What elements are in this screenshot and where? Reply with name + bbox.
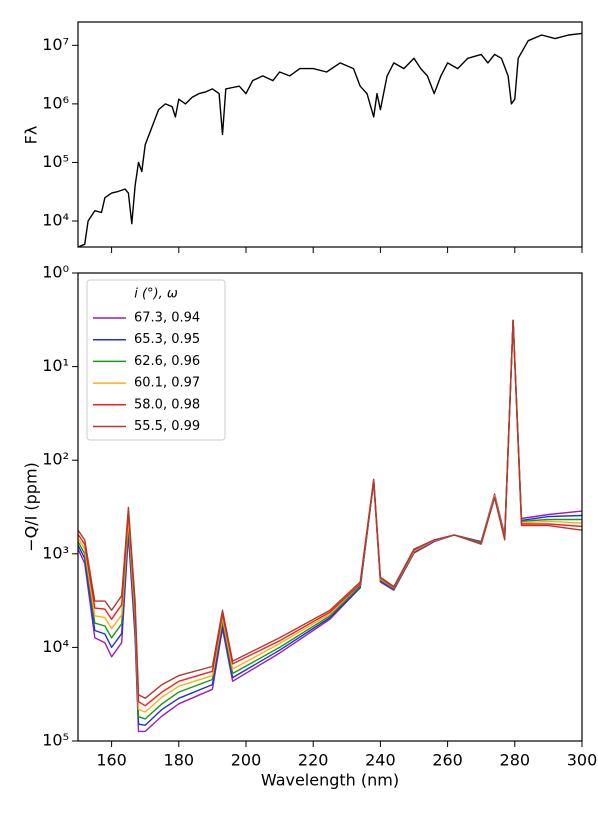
legend-label: 60.1, 0.97 — [134, 376, 200, 391]
legend-box — [86, 279, 226, 441]
y-tick-label: 10⁰ — [42, 263, 69, 282]
x-tick-label: 280 — [500, 751, 531, 770]
legend-label: 58.0, 0.98 — [134, 397, 200, 412]
x-tick-label: 160 — [96, 751, 127, 770]
legend-label: 65.3, 0.95 — [134, 332, 200, 347]
x-axis-label: Wavelength (nm) — [261, 771, 399, 790]
y-axis-label: −Q/I (ppm) — [22, 462, 41, 552]
x-tick-label: 260 — [432, 751, 463, 770]
series-line — [77, 319, 583, 699]
legend-label: 62.6, 0.96 — [134, 354, 200, 369]
x-tick-label: 180 — [164, 751, 195, 770]
y-tick-label: 10⁶ — [42, 93, 69, 112]
x-tick-label: 240 — [365, 751, 396, 770]
series-line — [77, 319, 583, 713]
legend-label: 55.5, 0.99 — [134, 419, 200, 434]
legend-title: i (°), ω — [134, 287, 178, 302]
y-tick-label: 10⁵ — [42, 152, 69, 171]
y-tick-label: 10⁴ — [42, 637, 69, 656]
y-tick-label: 10⁴ — [42, 211, 69, 230]
legend-label: 67.3, 0.94 — [134, 311, 200, 326]
axes-frame — [77, 272, 583, 742]
y-axis-label: Fλ — [22, 126, 41, 145]
axes-frame — [77, 21, 583, 248]
series-line — [77, 319, 583, 733]
y-tick-label: 10⁷ — [42, 35, 69, 54]
legend: i (°), ω 67.3, 0.94 65.3, 0.95 62.6, 0.96 60… — [86, 279, 226, 441]
y-tick-label: 10³ — [42, 543, 69, 562]
x-tick-label: 200 — [231, 751, 262, 770]
x-tick-label: 220 — [298, 751, 329, 770]
y-tick-label: 10⁵ — [42, 731, 69, 750]
y-tick-label: 10² — [42, 450, 69, 469]
spectrum-line — [77, 32, 583, 248]
x-tick-label: 300 — [567, 751, 598, 770]
y-tick-label: 10¹ — [42, 356, 69, 375]
